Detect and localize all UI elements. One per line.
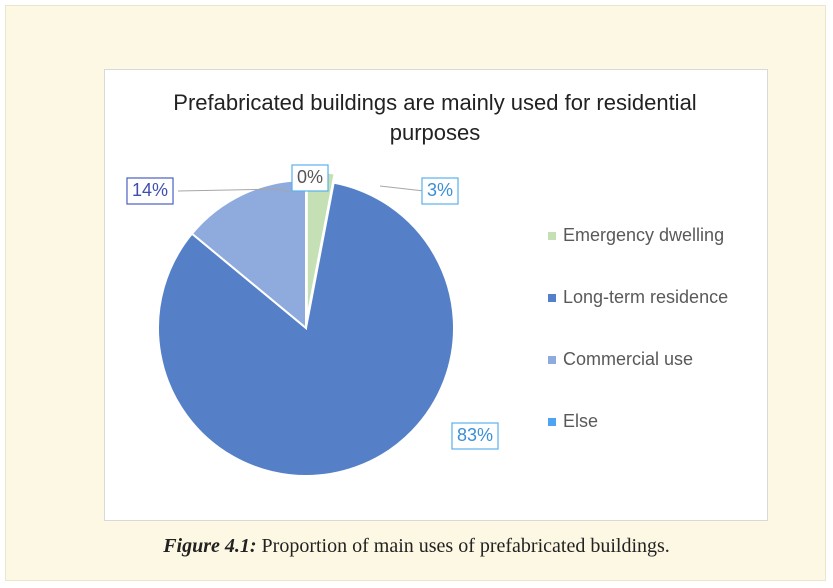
caption-text: Proportion of main uses of prefabricated…: [261, 535, 670, 557]
data-label: 0%: [297, 167, 323, 187]
data-label-box: [291, 164, 329, 192]
legend-label: Else: [563, 411, 598, 431]
legend-label: Emergency dwelling: [563, 225, 724, 245]
data-label-box: [126, 177, 174, 205]
data-label: 14%: [132, 180, 168, 200]
legend-label: Long-term residence: [563, 287, 728, 307]
legend-label: Commercial use: [563, 349, 693, 369]
caption-label: Figure 4.1:: [163, 535, 257, 557]
legend-swatch: [548, 294, 556, 302]
data-label: 3%: [427, 180, 453, 200]
data-label: 83%: [457, 425, 493, 445]
legend-swatch: [548, 232, 556, 240]
leader-line: [177, 188, 291, 193]
pie-slice: [157, 181, 455, 477]
data-label-box: [421, 177, 459, 205]
legend-swatch: [548, 418, 556, 426]
legend-swatch: [548, 356, 556, 364]
data-label-box: [451, 422, 499, 450]
leader-line: [379, 185, 425, 192]
caption: Figure 4.1: Proportion of main uses of p…: [0, 535, 833, 558]
chart-title: Prefabricated buildings are mainly used …: [173, 90, 697, 145]
